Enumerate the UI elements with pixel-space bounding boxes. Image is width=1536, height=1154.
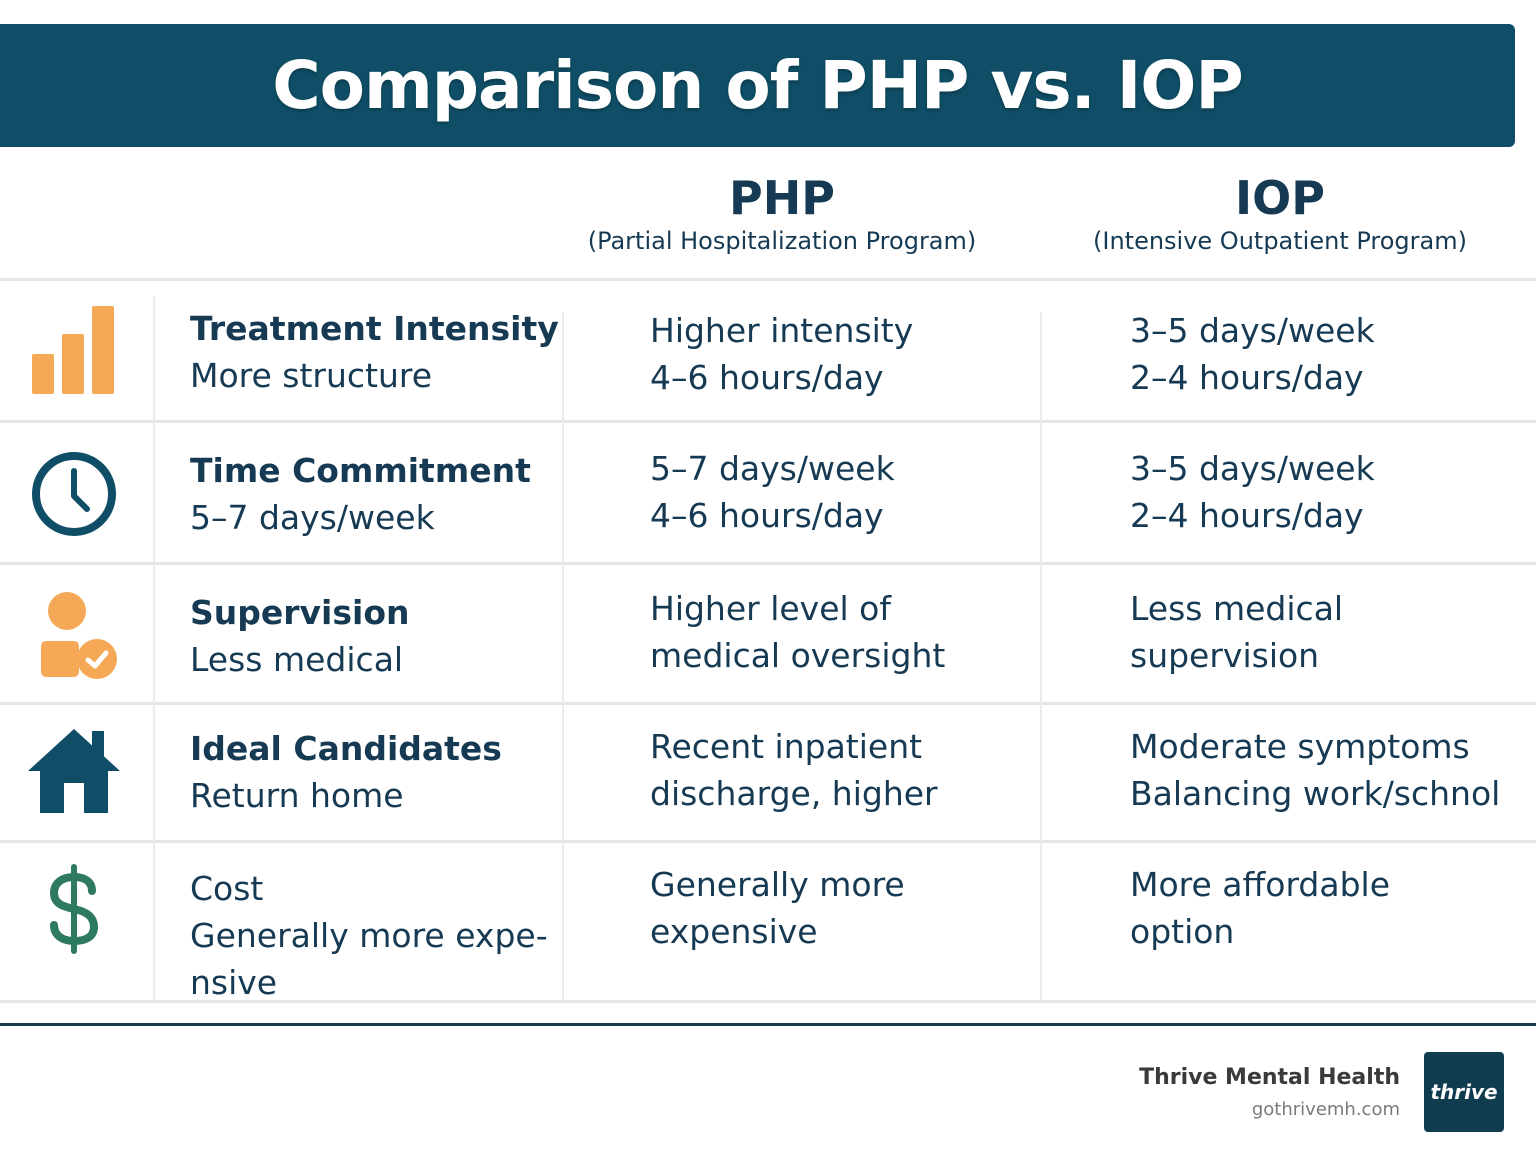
iop-cell: Less medical supervision <box>1130 585 1530 679</box>
divider <box>0 1000 1536 1003</box>
divider <box>0 420 1536 423</box>
category-title: Treatment Intensity <box>190 309 559 348</box>
brand-name: Thrive Mental Health <box>1139 1065 1400 1090</box>
divider <box>1040 312 1042 1000</box>
cell-line: Higher level of <box>650 589 891 628</box>
footer-divider <box>0 1023 1536 1026</box>
brand-block: Thrive Mental Health gothrivemh.com <box>1139 1062 1400 1126</box>
cell-line: 2–4 hours/day <box>1130 496 1364 535</box>
column-header-iop: IOP (Intensive Outpatient Program) <box>1060 170 1500 256</box>
clock-icon <box>22 449 126 539</box>
cell-line: Moderate symptoms <box>1130 727 1470 766</box>
column-abbr: IOP <box>1235 171 1325 225</box>
category-title: Time Commitment <box>190 451 531 490</box>
category-note: Generally more expe- <box>190 916 548 955</box>
cell-line: 4–6 hours/day <box>650 358 884 397</box>
divider <box>0 840 1536 843</box>
bar-chart-icon <box>22 305 126 395</box>
row-category: Ideal Candidates Return home <box>190 725 560 819</box>
table-row: Treatment Intensity More structure Highe… <box>0 281 1536 420</box>
cell-line: 5–7 days/week <box>650 449 895 488</box>
category-note: Less medical <box>190 640 404 679</box>
cell-line: Recent inpatient <box>650 727 923 766</box>
divider <box>153 296 155 1000</box>
column-full-name: (Partial Hospitalization Program) <box>587 227 977 255</box>
iop-cell: Moderate symptoms Balancing work/schnol <box>1130 723 1530 817</box>
category-title: Ideal Candidates <box>190 729 502 768</box>
cell-line: Generally more <box>650 865 905 904</box>
table-row: Cost Generally more expe- nsive Generall… <box>0 843 1536 1002</box>
category-title: Cost <box>190 869 264 908</box>
iop-cell: More affordable option <box>1130 861 1530 955</box>
category-note: nsive <box>190 963 278 1002</box>
cell-line: More affordable <box>1130 865 1391 904</box>
table-row: Supervision Less medical Higher level of… <box>0 565 1536 702</box>
person-check-icon <box>22 589 126 681</box>
divider <box>0 278 1536 281</box>
row-category: Cost Generally more expe- nsive <box>190 865 560 1006</box>
cell-line: 3–5 days/week <box>1130 311 1375 350</box>
divider <box>0 702 1536 705</box>
cell-line: 4–6 hours/day <box>650 496 884 535</box>
cell-line: expensive <box>650 912 818 951</box>
cell-line: Higher intensity <box>650 311 914 350</box>
divider <box>0 562 1536 565</box>
row-category: Time Commitment 5–7 days/week <box>190 447 560 541</box>
php-cell: Higher intensity 4–6 hours/day <box>650 307 1030 401</box>
cell-line: Less medical <box>1130 589 1344 628</box>
php-cell: Generally more expensive <box>650 861 1030 955</box>
column-full-name: (Intensive Outpatient Program) <box>1093 227 1467 255</box>
brand-logo: thrive <box>1424 1052 1504 1132</box>
iop-cell: 3–5 days/week 2–4 hours/day <box>1130 307 1530 401</box>
row-category: Treatment Intensity More structure <box>190 305 560 399</box>
php-cell: Higher level of medical oversight <box>650 585 1030 679</box>
page-title: Comparison of PHP vs. IOP <box>272 47 1243 124</box>
iop-cell: 3–5 days/week 2–4 hours/day <box>1130 445 1530 539</box>
cell-line: 3–5 days/week <box>1130 449 1375 488</box>
table-row: Time Commitment 5–7 days/week 5–7 days/w… <box>0 423 1536 562</box>
cell-line: option <box>1130 912 1235 951</box>
house-icon <box>22 725 126 815</box>
php-cell: Recent inpatient discharge, higher <box>650 723 1030 817</box>
table-row: Ideal Candidates Return home Recent inpa… <box>0 705 1536 840</box>
category-title: Supervision <box>190 593 410 632</box>
title-banner: Comparison of PHP vs. IOP <box>0 24 1515 147</box>
brand-url: gothrivemh.com <box>1251 1099 1400 1120</box>
row-category: Supervision Less medical <box>190 589 560 683</box>
category-note: 5–7 days/week <box>190 498 435 537</box>
category-note: Return home <box>190 776 404 815</box>
dollar-icon <box>22 863 126 955</box>
column-header-php: PHP (Partial Hospitalization Program) <box>562 170 1002 256</box>
divider <box>562 312 564 1000</box>
cell-line: supervision <box>1130 636 1320 675</box>
php-cell: 5–7 days/week 4–6 hours/day <box>650 445 1030 539</box>
category-note: More structure <box>190 356 433 395</box>
column-abbr: PHP <box>729 171 835 225</box>
cell-line: Balancing work/schnol <box>1130 774 1501 813</box>
cell-line: medical oversight <box>650 636 946 675</box>
cell-line: discharge, higher <box>650 774 938 813</box>
cell-line: 2–4 hours/day <box>1130 358 1364 397</box>
